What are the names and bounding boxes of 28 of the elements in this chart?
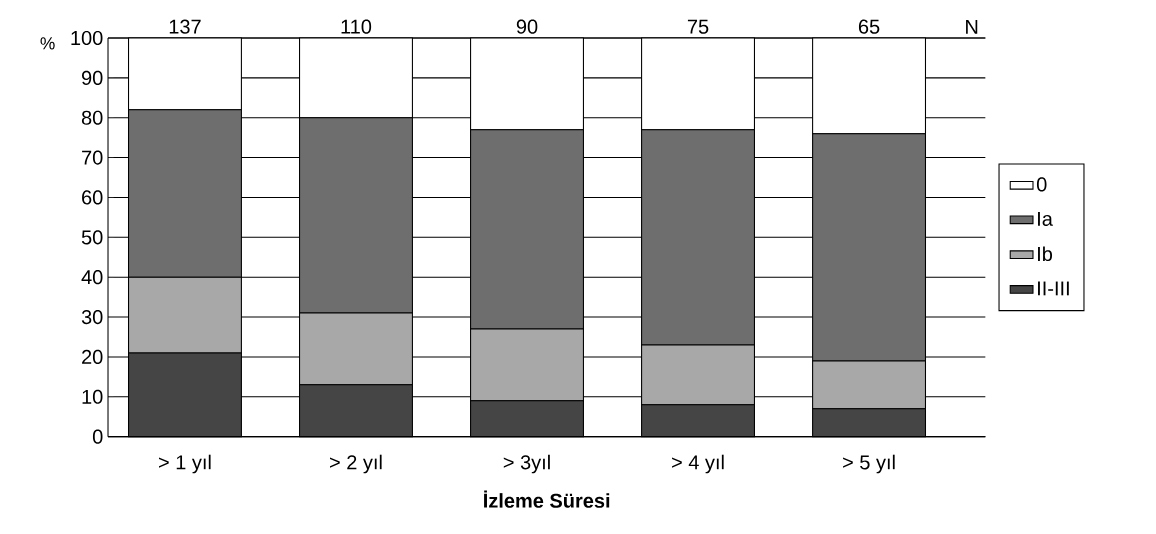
text: N (966, 19, 978, 34)
y-tick-label: 70 (82, 150, 103, 165)
text: 137 (169, 19, 201, 34)
text: 75 (687, 19, 709, 34)
x-tick-label: > 5 yıl (843, 454, 895, 474)
legend-label: Ib (1038, 246, 1053, 262)
y-axis-title: % (40, 37, 55, 50)
x-axis-title: İzleme Süresi (484, 490, 610, 508)
y-tick-label: 50 (81, 230, 103, 245)
y-tick-label: 90 (82, 70, 103, 85)
text: 110 (341, 19, 372, 34)
y-tick-label: 100 (71, 30, 103, 46)
y-tick-label: 40 (81, 270, 103, 285)
y-tick-label: 0 (92, 429, 103, 444)
legend-label: II-III (1038, 281, 1069, 296)
y-tick-label: 60 (82, 190, 103, 205)
text: 90 (516, 19, 538, 34)
text: 65 (858, 19, 880, 34)
x-tick-label: > 3yıl (503, 454, 550, 474)
x-tick-label: > 1 yıl (158, 454, 211, 474)
y-tick-label: 20 (82, 349, 103, 364)
y-tick-label: 30 (81, 309, 103, 325)
x-tick-label: > 2 yıl (330, 454, 382, 474)
legend-label: Ia (1038, 211, 1053, 226)
x-tick-label: > 4 yıl (672, 454, 724, 474)
legend-label: 0 (1036, 177, 1047, 192)
y-tick-label: 10 (82, 389, 103, 404)
y-tick-label: 80 (81, 110, 103, 125)
